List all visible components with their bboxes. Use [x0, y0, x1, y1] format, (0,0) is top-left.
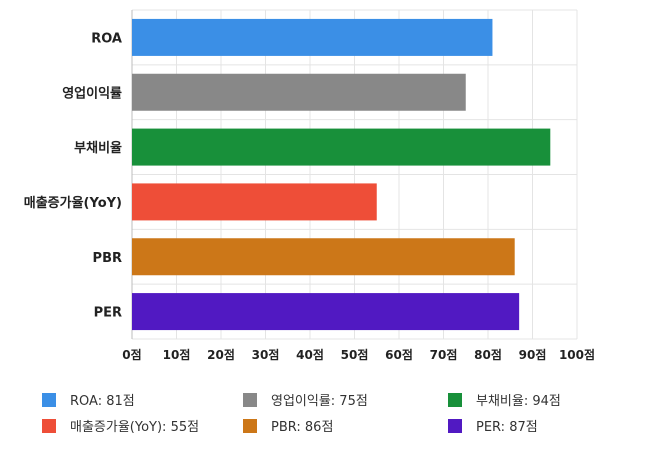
- x-tick-label: 50점: [341, 347, 369, 362]
- legend-swatch: [42, 393, 56, 407]
- bar-2: [132, 128, 551, 166]
- x-tick-label: 100점: [559, 347, 595, 362]
- x-tick-label: 40점: [296, 347, 324, 362]
- legend-swatch: [448, 419, 462, 433]
- bars: [132, 18, 551, 331]
- legend-swatch: [243, 419, 257, 433]
- x-tick-label: 70점: [430, 347, 458, 362]
- category-label: 매출증가율(YoY): [24, 195, 122, 211]
- x-tick-label: 0점: [122, 347, 141, 362]
- x-tick-label: 10점: [163, 347, 191, 362]
- legend-item-label: 매출증가율(YoY): 55점: [70, 420, 199, 435]
- category-label: PBR: [93, 251, 122, 266]
- x-tick-label: 60점: [385, 347, 413, 362]
- bar-1: [132, 73, 466, 111]
- category-label: 부채비율: [74, 140, 122, 156]
- bar-5: [132, 293, 520, 331]
- legend-swatch: [243, 393, 257, 407]
- bar-4: [132, 238, 515, 276]
- legend-swatch: [42, 419, 56, 433]
- legend-item-label: PBR: 86점: [271, 420, 333, 435]
- legend-item-label: 영업이익률: 75점: [271, 394, 368, 409]
- legend-swatch: [448, 393, 462, 407]
- grid: [131, 9, 578, 340]
- x-tick-label: 80점: [474, 347, 502, 362]
- bar-3: [132, 183, 377, 221]
- legend-item-label: 부채비율: 94점: [476, 394, 561, 409]
- bar-0: [132, 18, 493, 56]
- legend-item-label: ROA: 81점: [70, 394, 135, 409]
- x-tick-label: 30점: [252, 347, 280, 362]
- x-tick-label: 20점: [207, 347, 235, 362]
- category-label: 영업이익률: [62, 85, 122, 101]
- x-tick-label: 90점: [519, 347, 547, 362]
- category-label: PER: [94, 306, 122, 321]
- category-label: ROA: [91, 31, 122, 46]
- legend-item-label: PER: 87점: [476, 420, 538, 435]
- x-tick-labels: 0점 10점 20점 30점 40점 50점 60점 70점 80점 90점 100점: [122, 347, 595, 362]
